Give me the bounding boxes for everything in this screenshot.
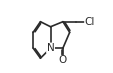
Text: O: O xyxy=(58,55,66,65)
Text: Cl: Cl xyxy=(84,17,94,27)
Text: N: N xyxy=(46,43,54,53)
